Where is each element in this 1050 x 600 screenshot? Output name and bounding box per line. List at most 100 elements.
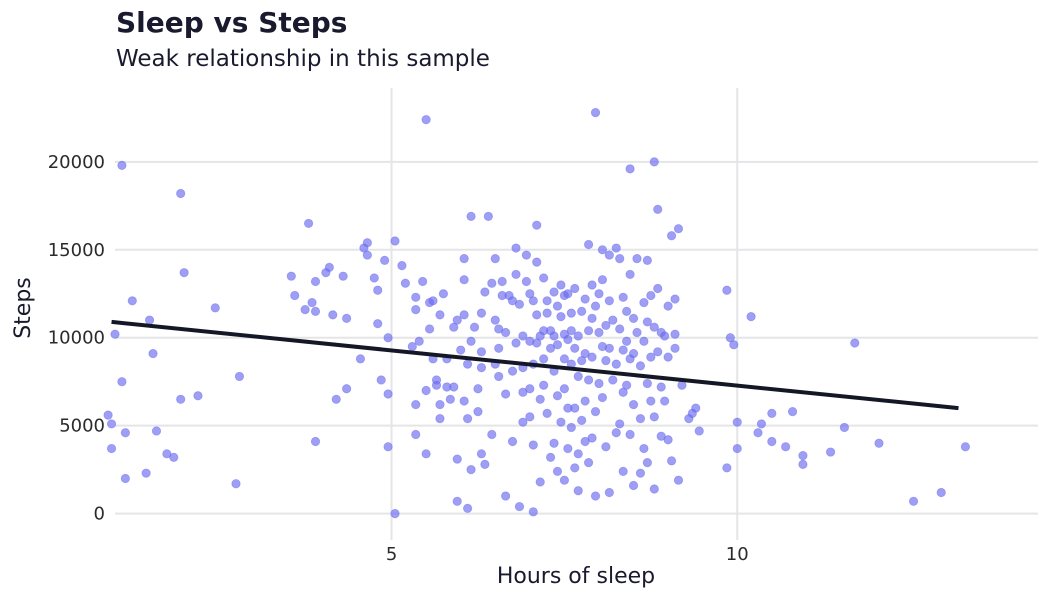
data-point (639, 297, 649, 308)
data-point (418, 276, 428, 287)
data-point (438, 289, 449, 299)
data-point (570, 403, 580, 413)
data-point (552, 301, 563, 311)
data-point (622, 336, 632, 346)
data-point (421, 449, 431, 459)
data-point (542, 408, 552, 418)
data-point (476, 363, 487, 373)
data-point (666, 456, 677, 466)
data-point (141, 468, 151, 478)
data-point (494, 343, 504, 353)
data-point (691, 403, 701, 413)
y-tick-label: 20000 (48, 152, 105, 173)
data-point (608, 375, 618, 385)
data-point (850, 338, 860, 348)
data-point (466, 211, 476, 221)
data-point (635, 414, 646, 424)
data-point (303, 218, 314, 229)
data-point (653, 347, 663, 357)
data-point (117, 160, 127, 170)
data-point (632, 327, 642, 338)
data-point (642, 317, 652, 327)
data-point (518, 417, 528, 427)
data-point (604, 296, 614, 306)
data-point (117, 377, 127, 387)
data-point (653, 283, 663, 294)
data-point (210, 303, 220, 313)
data-point (476, 347, 487, 357)
data-point (463, 503, 473, 513)
data-point (411, 305, 421, 315)
data-point (767, 436, 777, 447)
data-point (601, 356, 611, 366)
data-point (615, 253, 625, 264)
data-point (307, 297, 317, 308)
y-tick-label: 10000 (48, 328, 105, 349)
data-point (435, 310, 445, 320)
data-point (376, 375, 386, 385)
data-point (583, 239, 594, 250)
data-point (456, 345, 466, 355)
data-point (597, 392, 608, 403)
data-point (490, 253, 500, 264)
data-point (542, 296, 552, 306)
data-point (611, 428, 621, 438)
data-point (494, 371, 504, 382)
data-point (639, 336, 649, 346)
data-point (539, 354, 549, 364)
data-point (176, 394, 186, 404)
data-point (521, 276, 531, 287)
data-point (511, 243, 521, 253)
data-point (362, 250, 372, 260)
data-point (487, 429, 497, 440)
data-point (452, 315, 462, 325)
data-point (628, 348, 639, 359)
data-point (628, 480, 639, 491)
data-point (573, 486, 583, 496)
data-point (459, 396, 469, 406)
data-point (552, 340, 563, 350)
data-point (411, 429, 421, 440)
data-point (639, 443, 649, 454)
data-point (570, 283, 580, 294)
data-point (435, 414, 445, 424)
y-tick-label: 5000 (59, 416, 105, 437)
data-point (463, 414, 473, 424)
data-point (435, 399, 445, 410)
data-point (411, 292, 421, 302)
data-point (673, 224, 684, 234)
data-point (670, 343, 680, 353)
chart-subtitle: Weak relationship in this sample (116, 46, 490, 72)
data-point (144, 315, 155, 325)
data-point (535, 394, 545, 404)
data-point (583, 326, 594, 336)
data-point (532, 220, 542, 230)
data-point (604, 250, 614, 260)
data-point (597, 245, 608, 255)
data-point (642, 255, 652, 265)
data-point (601, 442, 611, 452)
data-point (466, 336, 476, 346)
data-point (590, 407, 601, 417)
data-point (597, 275, 608, 285)
data-point (580, 294, 590, 304)
data-point (666, 231, 677, 241)
data-point (421, 115, 431, 125)
data-point (497, 276, 507, 287)
data-point (501, 327, 511, 338)
data-point (411, 399, 421, 410)
data-point (635, 361, 646, 371)
data-point (556, 312, 566, 322)
data-point (663, 435, 673, 445)
data-point (622, 306, 632, 316)
data-point (625, 164, 635, 174)
data-point (590, 301, 601, 311)
data-point (566, 326, 576, 336)
data-point (480, 287, 490, 297)
data-point (511, 338, 521, 348)
data-point (694, 426, 704, 436)
data-point (559, 384, 570, 394)
data-point (383, 389, 393, 399)
data-point (362, 238, 372, 248)
